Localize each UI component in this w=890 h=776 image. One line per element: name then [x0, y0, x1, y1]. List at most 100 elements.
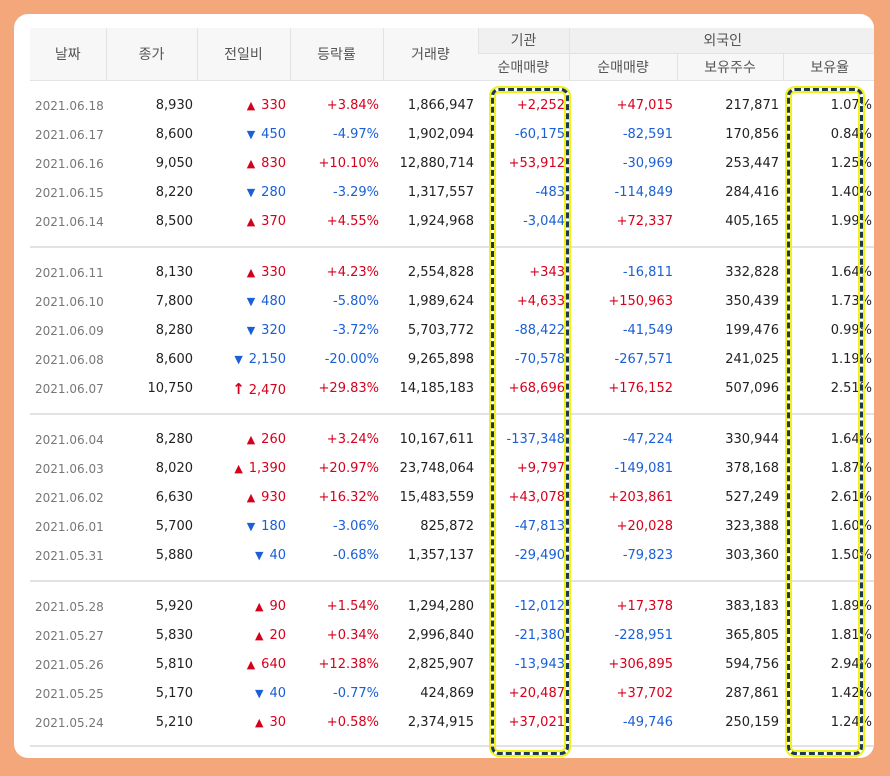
- rate-cell: -5.80%: [333, 294, 379, 309]
- volume-cell: 1,294,280: [407, 599, 474, 614]
- change-cell: ▲ 330: [197, 258, 290, 287]
- foreign-ratio-cell: 1.24%: [830, 715, 872, 730]
- foreign-ratio-cell: 1.81%: [830, 628, 872, 643]
- close-cell: 6,630: [155, 490, 193, 505]
- header-volume: 거래량: [382, 28, 478, 81]
- institution-net-cell: -12,012: [514, 599, 565, 614]
- table-row: 2021.06.02 6,630 ▲ 930 +16.32% 15,483,559 +43,…: [30, 483, 874, 512]
- table-row: 2021.06.16 9,050 ▲ 830 +10.10% 12,880,714 +53,…: [30, 149, 874, 178]
- institution-net-cell: -60,175: [514, 127, 565, 142]
- date-cell: 2021.06.09: [35, 323, 104, 338]
- foreign-ratio-cell: 1.89%: [830, 599, 872, 614]
- down-triangle-icon: ▼: [254, 687, 264, 700]
- foreign-net-cell: -267,571: [614, 352, 673, 367]
- volume-cell: 9,265,898: [407, 352, 474, 367]
- rate-cell: -3.29%: [333, 185, 379, 200]
- up-triangle-icon: ▲: [246, 99, 256, 112]
- change-value: 40: [269, 686, 286, 701]
- date-cell: 2021.06.18: [35, 98, 104, 113]
- volume-cell: 2,554,828: [407, 265, 474, 280]
- close-cell: 5,810: [155, 657, 193, 672]
- foreign-net-cell: -49,746: [622, 715, 673, 730]
- change-value: 480: [261, 294, 286, 309]
- up-triangle-icon: ▲: [246, 433, 256, 446]
- date-cell: 2021.06.16: [35, 156, 104, 171]
- close-cell: 5,170: [155, 686, 193, 701]
- foreign-holdings-cell: 284,416: [725, 185, 779, 200]
- foreign-net-cell: -30,969: [622, 156, 673, 171]
- change-value: 930: [261, 490, 286, 505]
- table-row: 2021.06.14 8,500 ▲ 370 +4.55% 1,924,968 -3,044…: [30, 207, 874, 236]
- up-triangle-icon: ▲: [246, 658, 256, 671]
- change-value: 2,470: [248, 382, 286, 398]
- rate-cell: +3.84%: [326, 98, 379, 113]
- foreign-net-cell: +72,337: [616, 214, 673, 229]
- foreign-ratio-cell: 1.40%: [830, 185, 872, 200]
- close-cell: 8,220: [155, 185, 193, 200]
- close-cell: 8,930: [155, 98, 193, 113]
- foreign-holdings-cell: 332,828: [725, 265, 779, 280]
- foreign-holdings-cell: 253,447: [725, 156, 779, 171]
- change-cell: ▲ 260: [197, 425, 290, 454]
- down-triangle-icon: ▼: [246, 520, 256, 533]
- foreign-holdings-cell: 241,025: [725, 352, 779, 367]
- close-cell: 8,020: [155, 461, 193, 476]
- date-cell: 2021.06.17: [35, 127, 104, 142]
- change-value: 280: [261, 185, 286, 200]
- change-cell: ▲ 20: [197, 621, 290, 650]
- change-cell: ▲ 370: [197, 207, 290, 236]
- foreign-net-cell: +150,963: [608, 294, 673, 309]
- change-value: 370: [261, 214, 286, 229]
- change-cell: ▼ 280: [197, 178, 290, 207]
- date-cell: 2021.06.10: [35, 294, 104, 309]
- table-row: 2021.06.01 5,700 ▼ 180 -3.06% 825,872 -47,813 +…: [30, 512, 874, 541]
- table-row: 2021.06.04 8,280 ▲ 260 +3.24% 10,167,611 -137,…: [30, 425, 874, 454]
- institution-net-cell: +9,797: [516, 461, 565, 476]
- change-value: 1,390: [248, 461, 286, 476]
- volume-cell: 2,996,840: [407, 628, 474, 643]
- foreign-holdings-cell: 350,439: [725, 294, 779, 309]
- close-cell: 5,880: [155, 548, 193, 563]
- up-triangle-icon: ▲: [234, 462, 243, 475]
- stock-table-card: 날짜 종가 전일비 등락률 거래량 기관 외국인 순매매량 순매매량 보유주수 …: [14, 14, 874, 758]
- foreign-net-cell: +37,702: [616, 686, 673, 701]
- close-cell: 7,800: [155, 294, 193, 309]
- down-triangle-icon: ▼: [246, 128, 256, 141]
- table-row: 2021.05.28 5,920 ▲ 90 +1.54% 1,294,280 -12,012…: [30, 592, 874, 621]
- institution-net-cell: +37,021: [508, 715, 565, 730]
- foreign-holdings-cell: 199,476: [725, 323, 779, 338]
- change-cell: ▼ 480: [197, 287, 290, 316]
- institution-net-cell: -3,044: [523, 214, 565, 229]
- change-value: 320: [261, 323, 286, 338]
- rate-cell: -0.68%: [333, 548, 379, 563]
- foreign-net-cell: -16,811: [622, 265, 673, 280]
- date-cell: 2021.05.25: [35, 686, 104, 701]
- foreign-net-cell: -41,549: [622, 323, 673, 338]
- foreign-ratio-cell: 1.64%: [830, 265, 872, 280]
- foreign-holdings-cell: 378,168: [725, 461, 779, 476]
- close-cell: 5,830: [155, 628, 193, 643]
- table-row: 2021.06.07 10,750 ↑ 2,470 +29.83% 14,185,183 +…: [30, 374, 874, 403]
- change-value: 260: [261, 432, 286, 447]
- up-triangle-icon: ▲: [246, 215, 256, 228]
- foreign-net-cell: -47,224: [622, 432, 673, 447]
- date-cell: 2021.06.14: [35, 214, 104, 229]
- close-cell: 8,600: [155, 352, 193, 367]
- foreign-ratio-cell: 1.50%: [830, 548, 872, 563]
- rate-cell: -0.77%: [333, 686, 379, 701]
- down-triangle-icon: ▼: [246, 186, 256, 199]
- change-value: 90: [269, 599, 286, 614]
- header-institution: 기관: [477, 28, 569, 54]
- up-triangle-icon: ▲: [246, 491, 256, 504]
- change-cell: ▼ 450: [197, 120, 290, 149]
- institution-net-cell: +68,696: [508, 381, 565, 396]
- institution-net-cell: -137,348: [506, 432, 565, 447]
- foreign-net-cell: -228,951: [614, 628, 673, 643]
- institution-net-cell: -70,578: [514, 352, 565, 367]
- header-foreign-net: 순매매량: [568, 53, 677, 82]
- date-cell: 2021.05.24: [35, 715, 104, 730]
- date-cell: 2021.06.07: [35, 381, 104, 396]
- change-cell: ▼ 320: [197, 316, 290, 345]
- foreign-net-cell: -82,591: [622, 127, 673, 142]
- header-foreign: 외국인: [568, 28, 874, 54]
